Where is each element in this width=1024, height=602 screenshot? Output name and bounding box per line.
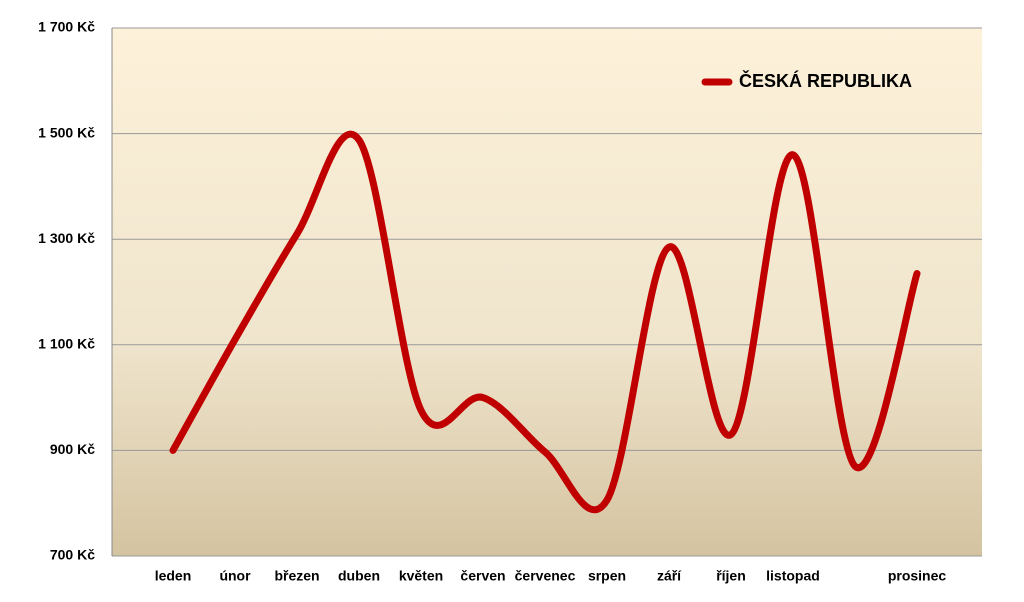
x-tick-label: únor [219,568,251,584]
x-tick-label: prosinec [888,568,947,584]
y-tick-label: 1 500 Kč [38,124,95,140]
y-tick-label: 700 Kč [50,547,95,563]
plot-area [112,28,982,556]
x-tick-label: duben [338,568,380,584]
y-tick-label: 1 300 Kč [38,230,95,246]
x-tick-label: březen [274,568,319,584]
legend-label: ČESKÁ REPUBLIKA [739,70,912,91]
line-series [169,130,921,514]
x-tick-label: květen [399,568,443,584]
x-tick-label: srpen [588,568,626,584]
x-tick-label: červen [460,568,505,584]
x-tick-label: říjen [716,568,746,584]
y-tick-label: 900 Kč [50,441,95,457]
x-tick-label: červenec [515,568,576,584]
x-tick-label: listopad [766,568,820,584]
y-tick-label: 1 100 Kč [38,336,95,352]
x-tick-label: září [657,568,682,584]
x-tick-label: leden [155,568,192,584]
y-tick-label: 1 700 Kč [38,19,95,35]
